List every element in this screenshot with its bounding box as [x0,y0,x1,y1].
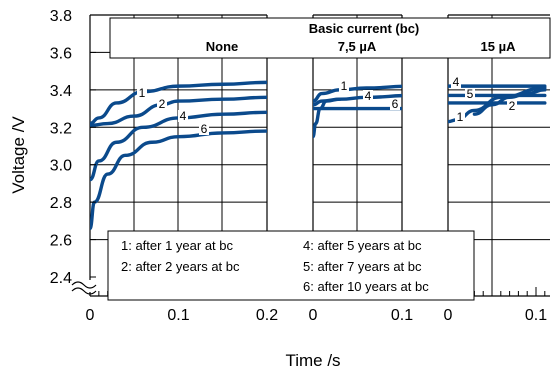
curve-label-text: 1 [139,86,146,100]
curve-label-text: 4 [365,89,372,103]
series-line-1 [448,86,547,124]
axis-break-mark [71,281,97,289]
curve-label-text: 4 [453,75,460,89]
y-tick-label: 2.4 [50,270,72,287]
curve-label-4: 4 [451,75,461,89]
x-tick-label: 0 [309,307,318,324]
curve-label-bg [390,98,400,110]
series-line-6 [90,129,267,231]
header-col-none: None [206,39,239,54]
curve-label-1: 1 [339,79,349,93]
x-axis-title: Time /s [285,351,340,370]
curve-label-bg [339,80,349,92]
curve-label-bg [507,100,517,112]
y-tick-label: 2.6 [50,233,72,250]
curve-label-bg [157,98,167,110]
y-tick-label: 3.8 [50,8,72,25]
curve-label-bg [455,111,465,123]
curve-label-bg [451,76,461,88]
x-tick-label: 0.1 [167,307,189,324]
x-tick-label: 0 [444,307,453,324]
x-tick-label: 0.1 [525,307,547,324]
legend-entry: 6: after 10 years at bc [303,279,429,294]
curve-label-text: 1 [341,79,348,93]
curve-label-text: 5 [467,87,474,101]
curve-label-1: 1 [455,110,465,124]
curve-label-2: 2 [157,97,167,111]
x-tick-label: 0 [86,307,95,324]
x-tick-label: 0.2 [256,307,278,324]
series-group [448,84,547,124]
header-col-7-5ua: 7,5 µA [338,39,377,54]
curve-label-text: 6 [201,122,208,136]
header-col-15ua: 15 µA [481,39,517,54]
header-title: Basic current (bc) [309,21,420,36]
y-tick-label: 3.4 [50,83,72,100]
series-line-unlabeled [313,97,342,139]
curve-label-bg [199,123,209,135]
curve-label-6: 6 [390,97,400,111]
curve-label-4: 4 [363,89,373,103]
curve-label-5: 5 [465,87,475,101]
header-box [109,17,551,59]
legend-entry: 5: after 7 years at bc [303,259,422,274]
curve-label-2: 2 [507,99,517,113]
curve-label-text: 6 [392,97,399,111]
curve-label-6: 6 [199,122,209,136]
legend-entry: 1: after 1 year at bc [121,238,234,253]
curve-label-text: 1 [457,110,464,124]
y-tick-label: 3.2 [50,120,72,137]
legend-box [107,230,475,301]
y-tick-label: 3.6 [50,45,72,62]
curve-label-text: 4 [180,109,187,123]
curve-label-1: 1 [137,86,147,100]
x-tick-label: 0.1 [391,307,413,324]
y-tick-label: 2.8 [50,195,72,212]
curve-label-bg [465,88,475,100]
y-tick-label: 3.0 [50,158,72,175]
curve-label-text: 2 [159,97,166,111]
legend-entry: 4: after 5 years at bc [303,238,422,253]
curve-label-bg [363,90,373,102]
series-line-4 [90,110,267,182]
curve-label-bg [178,110,188,122]
curve-label-text: 2 [509,99,516,113]
axis-break-gap [82,280,98,292]
axis-break-mark [71,287,97,295]
legend-entry: 2: after 2 years at bc [121,259,240,274]
curve-label-4: 4 [178,109,188,123]
y-axis-title: Voltage /V [9,116,28,194]
curve-label-bg [137,87,147,99]
